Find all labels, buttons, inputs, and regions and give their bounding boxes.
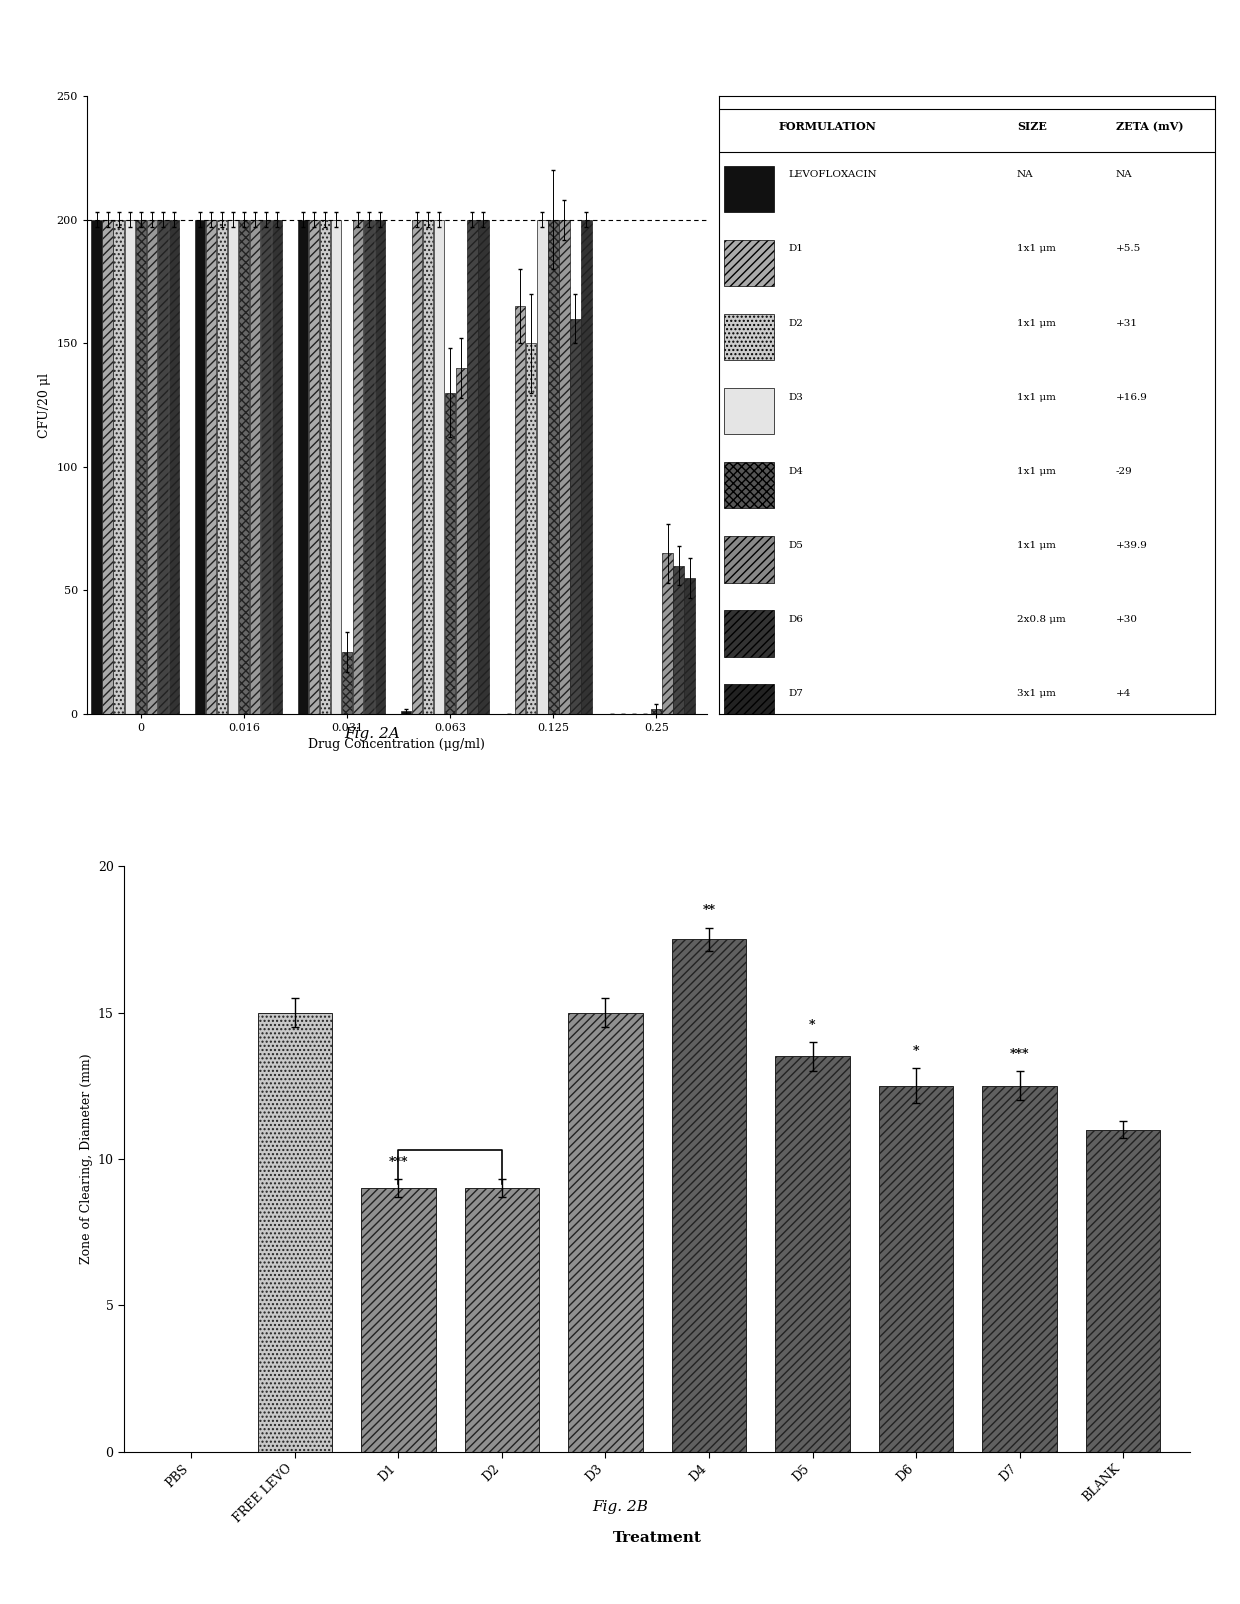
Bar: [272, 220, 283, 714]
Text: D6: D6: [789, 614, 804, 624]
Bar: [582, 220, 591, 714]
Text: +39.9: +39.9: [1116, 541, 1148, 550]
Text: D4: D4: [789, 467, 804, 476]
Text: D2: D2: [789, 319, 804, 327]
Text: FORMULATION: FORMULATION: [779, 120, 877, 132]
Text: +5.5: +5.5: [1116, 244, 1141, 253]
Text: *: *: [810, 1019, 816, 1031]
Bar: [982, 1086, 1056, 1452]
Bar: [570, 319, 580, 714]
Bar: [361, 1189, 435, 1452]
Bar: [331, 220, 341, 714]
Bar: [146, 220, 157, 714]
Bar: [260, 220, 272, 714]
Bar: [169, 220, 180, 714]
Bar: [309, 220, 319, 714]
Text: ZETA (mV): ZETA (mV): [1116, 120, 1183, 132]
Y-axis label: Zone of Clearing, Diameter (mm): Zone of Clearing, Diameter (mm): [81, 1054, 93, 1264]
Bar: [662, 553, 673, 714]
Bar: [135, 220, 146, 714]
Bar: [124, 220, 135, 714]
Bar: [401, 711, 412, 714]
Text: -29: -29: [1116, 467, 1133, 476]
Bar: [526, 343, 537, 714]
Text: 2x0.8 μm: 2x0.8 μm: [1017, 614, 1065, 624]
Bar: [238, 220, 249, 714]
Bar: [320, 220, 330, 714]
Bar: [103, 220, 113, 714]
Bar: [298, 220, 308, 714]
Bar: [1086, 1129, 1161, 1452]
Text: 1x1 μm: 1x1 μm: [1017, 541, 1055, 550]
Text: LEVOFLOXACIN: LEVOFLOXACIN: [789, 170, 877, 180]
Bar: [537, 220, 548, 714]
Text: 1x1 μm: 1x1 μm: [1017, 393, 1055, 401]
Bar: [724, 165, 774, 212]
Text: ***: ***: [1009, 1047, 1029, 1060]
Text: D7: D7: [789, 690, 804, 698]
Bar: [724, 241, 774, 286]
Bar: [258, 1012, 332, 1452]
Bar: [568, 1012, 642, 1452]
Bar: [651, 709, 662, 714]
Bar: [228, 220, 238, 714]
Bar: [434, 220, 444, 714]
Bar: [456, 367, 466, 714]
Text: +31: +31: [1116, 319, 1138, 327]
Bar: [724, 462, 774, 508]
Bar: [363, 220, 374, 714]
Bar: [217, 220, 227, 714]
Bar: [724, 685, 774, 731]
Bar: [412, 220, 423, 714]
X-axis label: Treatment: Treatment: [613, 1532, 702, 1545]
Text: NA: NA: [1116, 170, 1132, 180]
Bar: [672, 940, 746, 1452]
Text: NA: NA: [1017, 170, 1033, 180]
Text: 1x1 μm: 1x1 μm: [1017, 319, 1055, 327]
Bar: [467, 220, 477, 714]
Text: D5: D5: [789, 541, 804, 550]
Text: D3: D3: [789, 393, 804, 401]
Bar: [775, 1057, 849, 1452]
Text: Fig. 2A: Fig. 2A: [345, 727, 399, 741]
Bar: [374, 220, 386, 714]
Bar: [515, 306, 526, 714]
Bar: [92, 220, 102, 714]
Text: D1: D1: [789, 244, 804, 253]
Bar: [445, 393, 455, 714]
Bar: [195, 220, 205, 714]
Bar: [724, 536, 774, 582]
Y-axis label: CFU/20 μl: CFU/20 μl: [38, 372, 51, 438]
Bar: [724, 388, 774, 435]
Bar: [684, 577, 694, 714]
Bar: [465, 1189, 539, 1452]
Text: *: *: [913, 1044, 919, 1059]
Bar: [114, 220, 124, 714]
Text: SIZE: SIZE: [1017, 120, 1047, 132]
Bar: [479, 220, 489, 714]
Bar: [724, 314, 774, 361]
Text: +16.9: +16.9: [1116, 393, 1148, 401]
Text: +30: +30: [1116, 614, 1138, 624]
Bar: [724, 611, 774, 656]
Text: 1x1 μm: 1x1 μm: [1017, 467, 1055, 476]
Text: **: **: [703, 905, 715, 917]
Text: ***: ***: [388, 1156, 408, 1169]
X-axis label: Drug Concentration (μg/ml): Drug Concentration (μg/ml): [309, 738, 485, 751]
Bar: [353, 220, 363, 714]
Bar: [249, 220, 260, 714]
Text: 1x1 μm: 1x1 μm: [1017, 244, 1055, 253]
Text: +4: +4: [1116, 690, 1131, 698]
Bar: [157, 220, 169, 714]
Bar: [206, 220, 216, 714]
Bar: [548, 220, 558, 714]
Bar: [879, 1086, 954, 1452]
Bar: [342, 651, 352, 714]
Text: 3x1 μm: 3x1 μm: [1017, 690, 1055, 698]
Text: Fig. 2B: Fig. 2B: [591, 1500, 649, 1514]
Bar: [673, 566, 683, 714]
Bar: [423, 220, 433, 714]
Bar: [559, 220, 569, 714]
